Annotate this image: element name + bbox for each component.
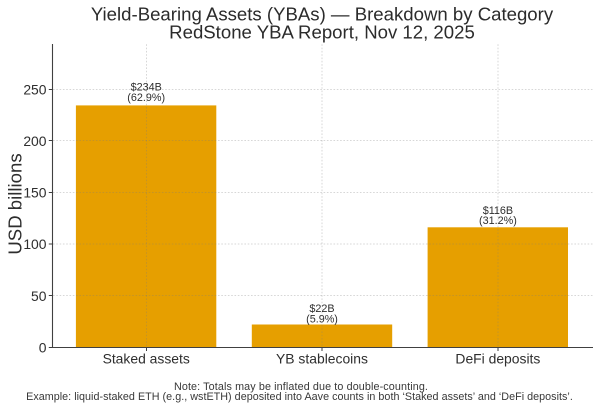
svg-text:DeFi deposits: DeFi deposits bbox=[455, 350, 540, 366]
svg-text:Yield-Bearing Assets (YBAs) —: Yield-Bearing Assets (YBAs) — Breakdown … bbox=[91, 3, 554, 24]
svg-text:250: 250 bbox=[23, 81, 46, 97]
svg-text:USD billions: USD billions bbox=[5, 153, 26, 254]
svg-text:YB stablecoins: YB stablecoins bbox=[276, 350, 368, 366]
svg-text:50: 50 bbox=[31, 288, 47, 304]
svg-text:$22B: $22B bbox=[309, 303, 334, 315]
svg-text:0: 0 bbox=[39, 340, 47, 356]
svg-text:(5.9%): (5.9%) bbox=[306, 313, 338, 325]
svg-text:$116B: $116B bbox=[483, 205, 513, 217]
svg-text:Note: Totals may be inflated d: Note: Totals may be inflated due to doub… bbox=[174, 381, 428, 393]
svg-text:(31.2%): (31.2%) bbox=[479, 215, 517, 227]
svg-text:$234B: $234B bbox=[131, 82, 162, 94]
svg-text:100: 100 bbox=[23, 236, 46, 252]
svg-text:Staked assets: Staked assets bbox=[103, 350, 190, 366]
svg-text:(62.9%): (62.9%) bbox=[127, 92, 165, 104]
svg-text:150: 150 bbox=[23, 185, 46, 201]
svg-text:RedStone YBA Report, Nov 12, 2: RedStone YBA Report, Nov 12, 2025 bbox=[169, 22, 475, 43]
svg-text:Example: liquid-staked ETH (e.: Example: liquid-staked ETH (e.g., wstETH… bbox=[26, 391, 573, 403]
svg-text:200: 200 bbox=[23, 133, 46, 149]
